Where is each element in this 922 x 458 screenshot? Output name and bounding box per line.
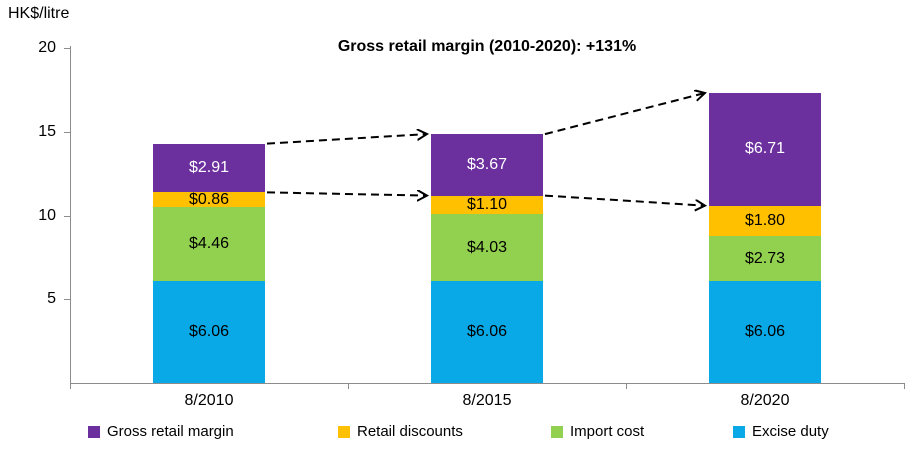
- bar-segment-label: $4.03: [466, 238, 508, 256]
- bar-segment-label: $6.06: [188, 323, 230, 341]
- x-axis-category-label: 8/2020: [740, 392, 790, 409]
- x-axis-line: [70, 383, 905, 384]
- y-axis-tick: [64, 299, 70, 301]
- x-axis-category-label: 8/2010: [184, 392, 234, 409]
- y-axis-line: [70, 46, 71, 383]
- y-axis-tick-label: 5: [47, 290, 56, 308]
- y-axis-tick: [64, 131, 70, 133]
- trend-arrow: [544, 194, 704, 206]
- bar-segment-gross-retail-margin: $2.91: [153, 143, 265, 193]
- y-axis-tick-label: 10: [38, 206, 56, 224]
- bar-segment-import-cost: $2.73: [709, 235, 821, 282]
- x-axis-category-label: 8/2015: [462, 392, 512, 409]
- bar-segment-import-cost: $4.46: [153, 206, 265, 282]
- y-axis-tick-label: 15: [38, 122, 56, 140]
- x-axis-tick: [904, 383, 905, 389]
- legend-label: Gross retail margin: [107, 423, 234, 440]
- chart-title: Gross retail margin (2010-2020): +131%: [337, 38, 637, 55]
- legend-item-retail-discounts: Retail discounts: [338, 424, 463, 440]
- legend-item-import-cost: Import cost: [551, 424, 644, 440]
- bar-segment-label: $4.46: [188, 235, 230, 253]
- y-axis-unit-label: HK$/litre: [8, 5, 70, 22]
- bar-segment-gross-retail-margin: $6.71: [709, 93, 821, 206]
- bar-segment-label: $6.71: [744, 140, 786, 158]
- bar-segment-retail-discounts: $0.86: [153, 190, 265, 208]
- legend-label: Excise duty: [752, 423, 829, 440]
- bar-segment-label: $6.06: [466, 323, 508, 341]
- y-axis-tick-label: 20: [38, 39, 56, 56]
- bar-segment-label: $6.06: [744, 323, 786, 341]
- bar-segment-retail-discounts: $1.10: [431, 195, 543, 214]
- x-axis-tick: [348, 383, 349, 389]
- bar-segment-label: $0.86: [188, 190, 230, 208]
- y-axis-tick: [64, 48, 70, 49]
- bar-segment-excise-duty: $6.06: [709, 281, 821, 383]
- bar-segment-excise-duty: $6.06: [431, 281, 543, 383]
- legend-label: Import cost: [570, 423, 645, 440]
- x-axis-tick: [626, 383, 627, 389]
- trend-arrow: [266, 192, 426, 195]
- bar-segment-label: $1.80: [744, 211, 786, 229]
- trend-arrow: [544, 93, 704, 136]
- bar-segment-retail-discounts: $1.80: [709, 205, 821, 236]
- legend-swatch-icon: [88, 426, 100, 438]
- legend-swatch-icon: [733, 426, 745, 438]
- legend-item-gross-retail-margin: Gross retail margin: [88, 424, 234, 440]
- bar-segment-label: $2.91: [188, 159, 230, 176]
- legend-item-excise-duty: Excise duty: [733, 424, 829, 440]
- bar-segment-import-cost: $4.03: [431, 213, 543, 282]
- legend-swatch-icon: [551, 426, 563, 438]
- trend-arrow: [266, 134, 426, 145]
- x-axis-tick: [70, 383, 71, 389]
- bar-segment-label: $3.67: [466, 155, 508, 173]
- bar-segment-label: $2.73: [744, 249, 786, 267]
- bar-segment-gross-retail-margin: $3.67: [431, 134, 543, 196]
- legend-swatch-icon: [338, 426, 350, 438]
- bar-segment-label: $1.10: [466, 195, 508, 213]
- y-axis-tick: [64, 215, 70, 217]
- bar-segment-excise-duty: $6.06: [153, 281, 265, 383]
- legend-label: Retail discounts: [357, 423, 463, 440]
